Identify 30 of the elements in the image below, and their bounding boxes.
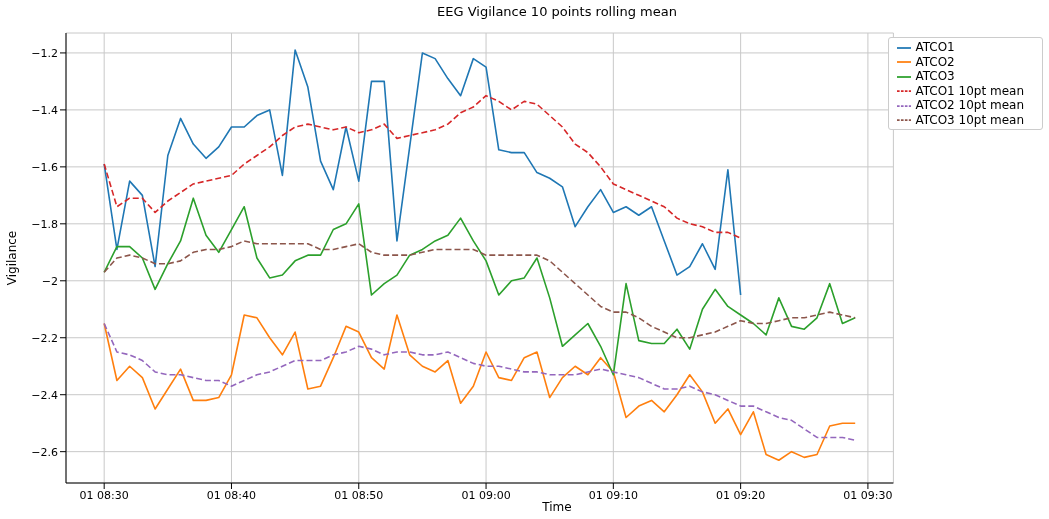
legend-label: ATCO3 10pt mean	[915, 112, 1024, 127]
legend-label: ATCO1	[915, 40, 955, 54]
y-tick-label: −1.6	[31, 160, 58, 174]
chart-title: EEG Vigilance 10 points rolling mean	[436, 4, 678, 19]
x-tick-label: 01 08:40	[206, 488, 257, 502]
x-axis-title: Time	[541, 500, 573, 514]
legend-label: ATCO1 10pt mean	[915, 83, 1024, 98]
line-series	[103, 240, 856, 339]
line-series	[103, 322, 856, 442]
line-series	[103, 94, 742, 239]
legend-label: ATCO2	[915, 54, 955, 69]
legend-label: ATCO2 10pt mean	[915, 98, 1024, 112]
y-tick-label: −2.6	[31, 445, 58, 459]
x-tick-label: 01 09:00	[461, 488, 511, 502]
legend-label: ATCO3	[915, 69, 955, 83]
y-tick-label: −1.8	[31, 217, 58, 231]
x-tick-label: 01 08:30	[79, 488, 129, 502]
line-series	[103, 314, 856, 462]
line-series	[103, 197, 856, 376]
y-tick-label: −1.4	[31, 103, 58, 117]
y-axis-title: Vigilance	[5, 230, 19, 286]
x-tick-label: 01 08:50	[334, 488, 384, 502]
x-tick-label: 01 09:10	[588, 488, 638, 502]
x-tick-label: 01 09:30	[843, 488, 893, 502]
y-tick-label: −1.2	[31, 46, 58, 60]
x-tick-label: 01 09:20	[716, 488, 766, 502]
y-tick-label: −2.2	[31, 331, 58, 345]
y-tick-label: −2.4	[31, 388, 58, 402]
y-tick-label: −2	[41, 274, 58, 288]
line-series	[103, 49, 742, 296]
